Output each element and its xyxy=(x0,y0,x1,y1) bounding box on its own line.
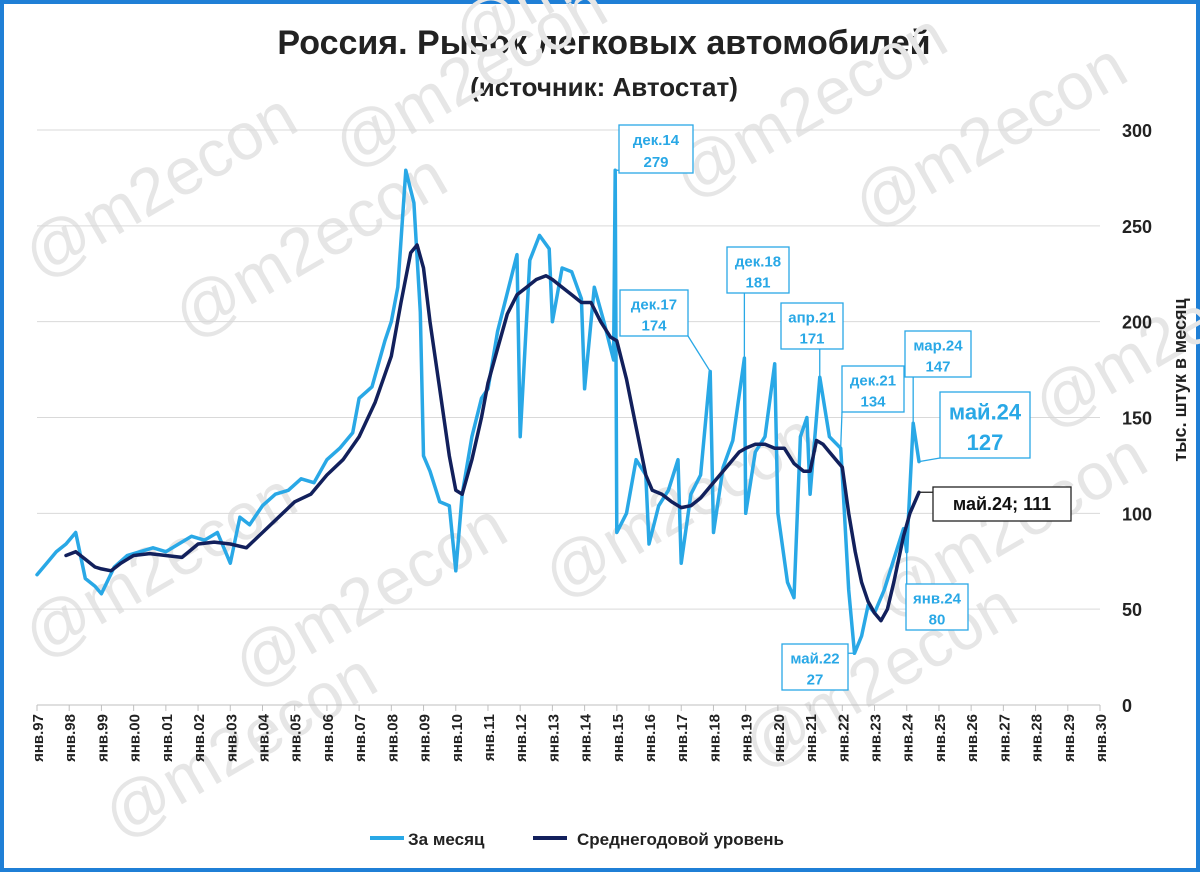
x-tick-label: янв.09 xyxy=(417,714,434,762)
annotation-label: май.22 xyxy=(790,650,839,667)
gridlines xyxy=(36,129,1101,711)
x-tick-label: янв.18 xyxy=(706,714,723,762)
x-tick-label: янв.05 xyxy=(288,714,305,762)
annotation-value: 27 xyxy=(807,671,824,688)
series-lines xyxy=(35,168,921,656)
x-tick-label: янв.03 xyxy=(223,714,240,762)
annotation-connector xyxy=(840,411,843,449)
annotation-callout: май.22 27 xyxy=(781,643,855,691)
x-tick-label: янв.01 xyxy=(159,714,176,762)
annotation-box xyxy=(939,391,1031,459)
annotation-value: 127 xyxy=(967,430,1004,455)
annotation-callout: дек.21 134 xyxy=(840,365,905,449)
annotation-box xyxy=(932,486,1072,522)
annotation-box xyxy=(726,246,790,294)
chart-subtitle: (источник: Автостат) xyxy=(470,72,738,102)
annotation-value: 171 xyxy=(799,330,824,347)
y-tick-label: 100 xyxy=(1122,504,1152,524)
x-tick-label: янв.97 xyxy=(30,714,47,762)
x-tick-label: янв.29 xyxy=(1061,714,1078,762)
annotation-label: янв.24 xyxy=(913,590,962,607)
legend-item: За месяц xyxy=(370,830,485,849)
annotation-connector xyxy=(687,335,711,372)
annotation-callout: янв.24 80 xyxy=(905,551,969,631)
y-tick-label: 150 xyxy=(1122,409,1152,429)
annotation-box xyxy=(841,365,905,413)
x-tick-label: янв.99 xyxy=(94,714,111,762)
annotation-label: мар.24 xyxy=(913,337,963,354)
y-tick-label: 200 xyxy=(1122,313,1152,333)
annotation-label: май.24 xyxy=(949,400,1022,425)
legend-item: Среднегодовой уровень xyxy=(533,830,784,849)
y-tick-label: 0 xyxy=(1122,696,1132,716)
annotations-layer: дек.14 279 дек.17 174 дек.18 181 апр.21 171 дек.… xyxy=(615,124,1072,691)
x-tick-label: янв.04 xyxy=(255,713,272,762)
annotation-label: май.24; 111 xyxy=(953,494,1051,514)
x-tick-label: янв.12 xyxy=(513,714,530,762)
annotation-value: 174 xyxy=(641,317,667,334)
annotation-box xyxy=(904,330,972,378)
x-tick-label: янв.23 xyxy=(868,714,885,762)
x-tick-label: янв.10 xyxy=(449,714,466,762)
annotation-value: 279 xyxy=(643,154,668,171)
x-tick-label: янв.00 xyxy=(127,714,144,762)
annotation-value: 134 xyxy=(860,393,886,410)
annotation-label: апр.21 xyxy=(788,309,835,326)
legend-label: За месяц xyxy=(408,830,485,849)
annotation-box xyxy=(619,289,689,337)
annotation-label: дек.21 xyxy=(850,372,896,389)
x-tick-label: янв.15 xyxy=(610,714,627,762)
annotation-box xyxy=(781,643,849,691)
x-tick-label: янв.20 xyxy=(771,714,788,762)
annotation-label: дек.18 xyxy=(735,253,781,270)
x-tick-label: янв.19 xyxy=(739,714,756,762)
annotation-callout: май.24 127 xyxy=(918,391,1031,463)
annotation-label: дек.14 xyxy=(633,132,680,149)
annotation-callout: апр.21 171 xyxy=(780,302,844,378)
annotation-box xyxy=(905,583,969,631)
annotation-callout: май.24; 111 xyxy=(918,486,1072,522)
series-line-annual-average xyxy=(64,243,921,623)
annotation-box xyxy=(780,302,844,350)
x-tick-label: янв.24 xyxy=(900,713,917,762)
x-axis-ticks: янв.97 янв.98 янв.99 янв.00 янв.01 янв.02 янв.… xyxy=(30,713,1110,762)
x-tick-label: янв.21 xyxy=(803,714,820,762)
annotation-callout: дек.18 181 xyxy=(726,246,790,359)
annotation-label: дек.17 xyxy=(631,296,677,313)
annotation-box xyxy=(618,124,694,174)
annotation-value: 80 xyxy=(929,611,946,628)
y-axis-ticks: 0 50 100 150 200 250 300 xyxy=(1122,121,1152,716)
x-tick-label: янв.06 xyxy=(320,714,337,762)
x-tick-label: янв.07 xyxy=(352,714,369,762)
x-tick-label: янв.28 xyxy=(1029,714,1046,762)
annotation-callout: мар.24 147 xyxy=(904,330,972,424)
x-tick-label: янв.02 xyxy=(191,714,208,762)
annotation-callout: дек.14 279 xyxy=(615,124,694,174)
x-tick-label: янв.98 xyxy=(62,714,79,762)
x-tick-label: янв.08 xyxy=(384,714,401,762)
annotation-callout: дек.17 174 xyxy=(619,289,711,372)
x-tick-label: янв.16 xyxy=(642,714,659,762)
chart-title: Россия. Рынок легковых автомобилей xyxy=(277,24,931,62)
x-tick-label: янв.17 xyxy=(674,714,691,762)
x-tick-label: янв.22 xyxy=(835,714,852,762)
x-tick-label: янв.30 xyxy=(1093,714,1110,762)
annotation-value: 147 xyxy=(925,358,950,375)
legend: За месяц Среднегодовой уровень xyxy=(370,830,784,849)
annotation-connector xyxy=(918,457,941,463)
series-line-monthly xyxy=(35,168,921,656)
y-tick-label: 250 xyxy=(1122,217,1152,237)
annotation-value: 181 xyxy=(745,274,770,291)
legend-label: Среднегодовой уровень xyxy=(577,830,784,849)
x-tick-label: янв.27 xyxy=(996,714,1013,762)
x-tick-label: янв.25 xyxy=(932,714,949,762)
y-tick-label: 50 xyxy=(1122,600,1142,620)
y-tick-label: 300 xyxy=(1122,121,1152,141)
y-axis-label: тыс. штук в месяц xyxy=(1170,298,1190,461)
x-tick-label: янв.13 xyxy=(545,714,562,762)
x-tick-label: янв.11 xyxy=(481,714,498,761)
x-tick-label: янв.14 xyxy=(578,713,595,762)
x-tick-label: янв.26 xyxy=(964,714,981,762)
